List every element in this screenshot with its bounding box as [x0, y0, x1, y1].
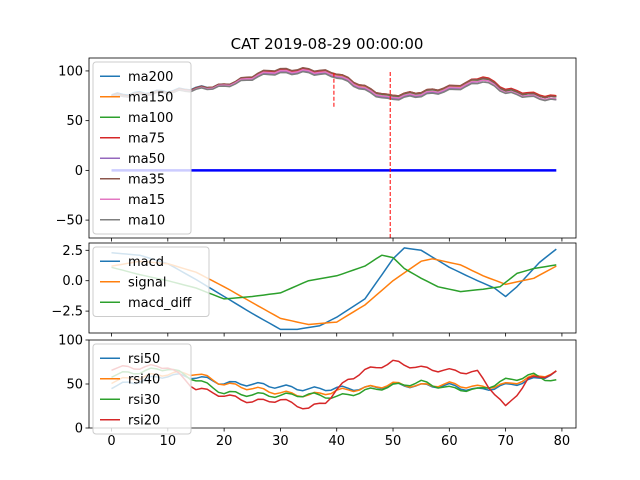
y-tick-label: 2.5	[62, 244, 83, 259]
y-tick-label: −2.5	[51, 305, 83, 320]
y-tick-label: −50	[56, 214, 83, 229]
panel-rsi: 0 10 20 30 40 50 60 70 80050100rsi50rsi40rsi30rs…	[58, 334, 577, 449]
legend-rsi: rsi50 rsi40 rsi30 rsi20	[92, 343, 192, 435]
panel-macd: −2.5 0.0 2.5 macd signal macd_diff	[51, 242, 577, 337]
legend-label-ma150: ma150	[128, 90, 173, 105]
x-tick-label: 10	[160, 434, 177, 449]
legend-box	[92, 61, 192, 235]
y-tick-label: 100	[58, 64, 83, 79]
legend-label-macd: macd	[128, 255, 164, 270]
legend-label-ma200: ma200	[128, 70, 173, 85]
y-tick-label: 0.0	[62, 274, 83, 289]
legend-box	[92, 246, 210, 317]
legend-box	[92, 343, 192, 435]
x-tick-label: 80	[554, 434, 571, 449]
y-tick-label: 50	[66, 114, 83, 129]
panel-ma: −50 0 50 100 ma200 ma150 ma100 ma75 ma50 ma35 ma15…	[56, 57, 577, 242]
x-tick-label: 30	[272, 434, 289, 449]
legend-label-rsi50: rsi50	[128, 352, 160, 367]
y-tick-label: 100	[58, 334, 83, 349]
chart-title: CAT 2019-08-29 00:00:00	[231, 35, 424, 53]
x-tick-label: 40	[328, 434, 345, 449]
legend-label-macd_diff: macd_diff	[128, 296, 192, 311]
y-tick-label: 0	[75, 164, 83, 179]
legend-label-ma10: ma10	[128, 213, 165, 228]
axes-frame-macd	[88, 242, 577, 334]
legend-label-signal: signal	[128, 275, 166, 290]
x-tick-label: 50	[385, 434, 402, 449]
y-tick-label: 0	[75, 422, 83, 437]
legend-label-ma15: ma15	[128, 193, 165, 208]
legend-label-ma75: ma75	[128, 131, 165, 146]
legend-label-ma35: ma35	[128, 172, 165, 187]
legend-label-ma100: ma100	[128, 111, 173, 126]
axes-frame-ma	[88, 57, 577, 239]
legend-macd: macd signal macd_diff	[92, 246, 210, 317]
x-tick-label: 20	[216, 434, 233, 449]
x-tick-label: 70	[497, 434, 514, 449]
legend-ma: ma200 ma150 ma100 ma75 ma50 ma35 ma15 ma10	[92, 61, 192, 235]
legend-label-ma50: ma50	[128, 152, 165, 167]
legend-label-rsi40: rsi40	[128, 372, 160, 387]
legend-label-rsi20: rsi20	[128, 413, 160, 428]
x-tick-label: 0	[107, 434, 115, 449]
x-tick-label: 60	[441, 434, 458, 449]
y-tick-label: 50	[66, 378, 83, 393]
legend-label-rsi30: rsi30	[128, 393, 160, 408]
